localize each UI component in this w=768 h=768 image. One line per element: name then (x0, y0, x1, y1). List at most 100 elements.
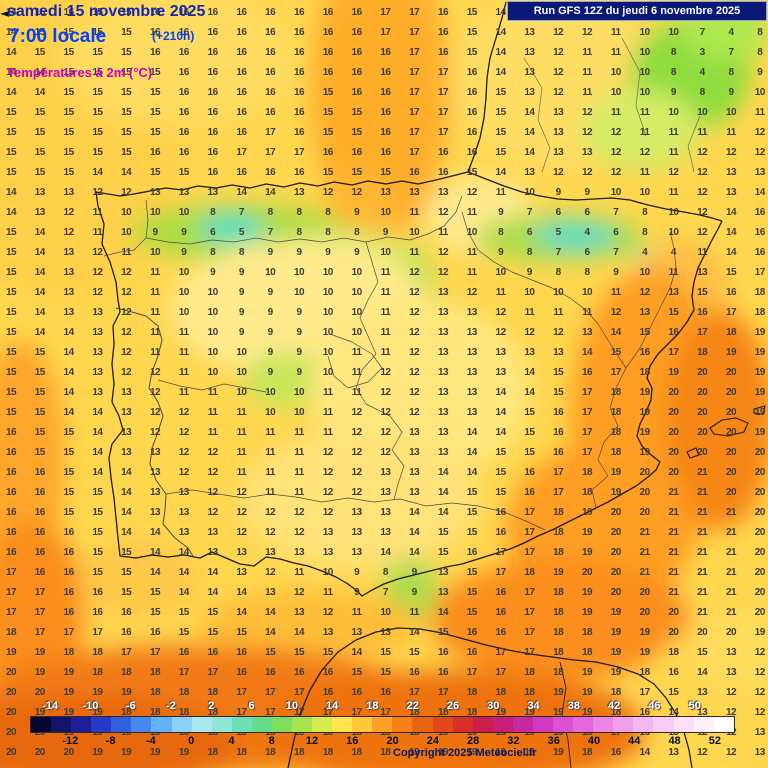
temp-value: 16 (553, 447, 564, 458)
temp-value: 20 (610, 567, 622, 578)
temp-value: 16 (207, 147, 219, 158)
temp-value: 15 (63, 427, 75, 438)
temp-value: 16 (207, 107, 219, 118)
temp-value: 10 (265, 267, 276, 278)
temp-value: 14 (524, 387, 535, 398)
temp-value: 9 (238, 287, 245, 298)
temp-value: 8 (267, 207, 274, 218)
temp-value: 20 (754, 467, 766, 478)
temp-value: 10 (178, 307, 190, 318)
scale-label-bottom: 32 (507, 735, 520, 747)
temp-value: 12 (92, 267, 103, 278)
temp-value: 15 (5, 347, 17, 358)
temp-value: 13 (293, 187, 305, 198)
temp-value: 21 (725, 567, 737, 578)
temp-value: 11 (582, 47, 592, 58)
previous-step-arrow-icon[interactable]: ◄ (0, 6, 10, 20)
temp-value: 15 (5, 227, 17, 238)
scale-segment (593, 717, 614, 732)
temp-value: 13 (524, 27, 535, 38)
temp-value: 14 (236, 587, 247, 598)
temp-value: 16 (178, 67, 190, 78)
coastline (95, 1, 723, 768)
temp-value: 13 (409, 447, 420, 458)
temp-value: 16 (437, 647, 449, 658)
temp-value: 12 (754, 647, 766, 658)
temp-value: 8 (498, 227, 504, 238)
temp-value: 18 (581, 747, 593, 758)
temp-value: 15 (5, 307, 17, 318)
temp-value: 6 (613, 227, 619, 238)
scale-segment (613, 717, 634, 732)
temp-value: 11 (697, 247, 707, 258)
temp-value: 15 (63, 67, 75, 78)
temp-value: 21 (697, 567, 708, 578)
temp-value: 17 (380, 707, 391, 718)
temp-value: 17 (495, 647, 507, 658)
temp-value: 8 (642, 207, 648, 218)
temp-value: 13 (351, 547, 363, 558)
temp-value: 10 (149, 247, 161, 258)
temp-value: 12 (581, 107, 593, 118)
temp-value: 16 (495, 527, 507, 538)
temp-value: 19 (409, 747, 420, 758)
temp-value: 14 (34, 287, 46, 298)
temp-value: 14 (437, 607, 449, 618)
temp-value: 16 (437, 47, 449, 58)
temp-value: 16 (34, 487, 46, 498)
temp-value: 15 (322, 107, 334, 118)
temp-value: 11 (639, 167, 650, 178)
temp-value: 15 (466, 7, 478, 18)
temp-value: 13 (725, 667, 737, 678)
temp-value: 11 (524, 307, 535, 318)
temp-value: 12 (236, 507, 247, 518)
scale-label-bottom: 52 (708, 735, 721, 747)
temp-value: 13 (466, 347, 478, 358)
temp-value: 12 (178, 447, 190, 458)
temp-value: 20 (725, 447, 737, 458)
temp-value: 21 (668, 507, 679, 518)
temp-value: 20 (697, 627, 708, 638)
temp-value: 13 (178, 507, 190, 518)
temp-value: 15 (63, 147, 75, 158)
temp-value: 17 (265, 687, 276, 698)
temp-value: 8 (210, 207, 216, 218)
temp-value: 14 (178, 587, 190, 598)
temp-value: 12 (409, 307, 420, 318)
temp-value: 16 (5, 487, 17, 498)
temp-value: 12 (581, 27, 593, 38)
temp-value: 20 (754, 487, 766, 498)
temp-value: 10 (351, 307, 363, 318)
temp-value: 13 (63, 187, 75, 198)
temp-value: 15 (437, 627, 449, 638)
temp-value: 15 (5, 167, 17, 178)
temp-value: 13 (581, 327, 593, 338)
temp-value: 16 (149, 627, 161, 638)
temp-value: 15 (495, 487, 507, 498)
temp-value: 9 (584, 187, 590, 198)
temp-value: 15 (553, 367, 564, 378)
temp-value: 10 (178, 287, 190, 298)
temp-value: 12 (754, 687, 766, 698)
scale-label-top: 26 (446, 700, 460, 712)
temp-value: 16 (236, 167, 247, 178)
temp-value: 18 (5, 627, 17, 638)
temp-value: 16 (178, 47, 190, 58)
temp-value: 12 (437, 267, 449, 278)
temp-value: 18 (581, 467, 593, 478)
temp-value: 8 (728, 67, 734, 78)
temp-value: 8 (210, 247, 216, 258)
temp-value: 16 (553, 407, 564, 418)
temp-value: 14 (581, 347, 593, 358)
temp-value: 10 (553, 287, 564, 298)
temp-value: 13 (697, 687, 708, 698)
temp-value: 17 (63, 627, 75, 638)
temp-value: 15 (351, 667, 363, 678)
temp-value: 13 (322, 547, 334, 558)
temp-value: 17 (409, 87, 420, 98)
temp-value: 17 (581, 387, 593, 398)
temp-value: 7 (555, 247, 562, 258)
temp-value: 16 (380, 47, 391, 58)
temp-value: 14 (207, 567, 219, 578)
temp-value: 21 (725, 527, 737, 538)
